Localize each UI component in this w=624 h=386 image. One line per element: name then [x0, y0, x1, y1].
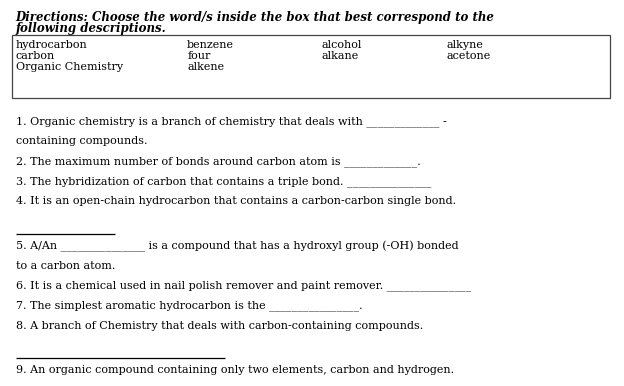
- Text: benzene: benzene: [187, 40, 234, 50]
- Text: 8. A branch of Chemistry that deals with carbon-containing compounds.: 8. A branch of Chemistry that deals with…: [16, 321, 423, 331]
- Text: 7. The simplest aromatic hydrocarbon is the ________________.: 7. The simplest aromatic hydrocarbon is …: [16, 301, 362, 312]
- Text: carbon: carbon: [16, 51, 55, 61]
- Text: 6. It is a chemical used in nail polish remover and paint remover. _____________: 6. It is a chemical used in nail polish …: [16, 281, 470, 291]
- FancyBboxPatch shape: [12, 35, 610, 98]
- Text: hydrocarbon: hydrocarbon: [16, 40, 87, 50]
- Text: 5. A/An _______________ is a compound that has a hydroxyl group (-OH) bonded: 5. A/An _______________ is a compound th…: [16, 240, 458, 252]
- Text: alkane: alkane: [321, 51, 359, 61]
- Text: 2. The maximum number of bonds around carbon atom is _____________.: 2. The maximum number of bonds around ca…: [16, 156, 421, 167]
- Text: 3. The hybridization of carbon that contains a triple bond. _______________: 3. The hybridization of carbon that cont…: [16, 176, 431, 187]
- Text: 4. It is an open-chain hydrocarbon that contains a carbon-carbon single bond.: 4. It is an open-chain hydrocarbon that …: [16, 196, 456, 206]
- Text: alkene: alkene: [187, 62, 224, 72]
- Text: 1. Organic chemistry is a branch of chemistry that deals with _____________ -: 1. Organic chemistry is a branch of chem…: [16, 116, 446, 127]
- Text: four: four: [187, 51, 210, 61]
- Text: Organic Chemistry: Organic Chemistry: [16, 62, 123, 72]
- Text: 9. An organic compound containing only two elements, carbon and hydrogen.: 9. An organic compound containing only t…: [16, 365, 454, 375]
- Text: alkyne: alkyne: [446, 40, 483, 50]
- Text: to a carbon atom.: to a carbon atom.: [16, 261, 115, 271]
- Text: containing compounds.: containing compounds.: [16, 136, 147, 146]
- Text: alcohol: alcohol: [321, 40, 362, 50]
- Text: following descriptions.: following descriptions.: [16, 22, 167, 36]
- Text: Directions: Choose the word/s inside the box that best correspond to the: Directions: Choose the word/s inside the…: [16, 11, 494, 24]
- Text: acetone: acetone: [446, 51, 490, 61]
